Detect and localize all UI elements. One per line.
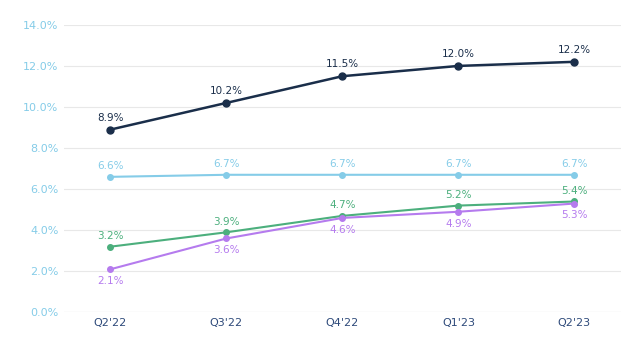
Text: 6.7%: 6.7% [561,159,588,169]
Text: 3.2%: 3.2% [97,231,124,241]
Text: 10.2%: 10.2% [210,86,243,96]
Text: 6.6%: 6.6% [97,161,124,171]
Text: 3.9%: 3.9% [213,217,239,227]
Text: 5.2%: 5.2% [445,190,472,200]
Text: 2.1%: 2.1% [97,276,124,286]
Text: 5.3%: 5.3% [561,211,588,220]
Text: 4.9%: 4.9% [445,219,472,229]
Text: 4.7%: 4.7% [329,200,356,210]
Text: 12.2%: 12.2% [558,45,591,55]
Text: 4.6%: 4.6% [329,225,356,235]
Text: 12.0%: 12.0% [442,49,475,59]
Text: 8.9%: 8.9% [97,113,124,123]
Text: 6.7%: 6.7% [445,159,472,169]
Text: 6.7%: 6.7% [329,159,356,169]
Text: 3.6%: 3.6% [213,245,239,255]
Text: 11.5%: 11.5% [326,59,359,69]
Text: 6.7%: 6.7% [213,159,239,169]
Text: 5.4%: 5.4% [561,186,588,196]
